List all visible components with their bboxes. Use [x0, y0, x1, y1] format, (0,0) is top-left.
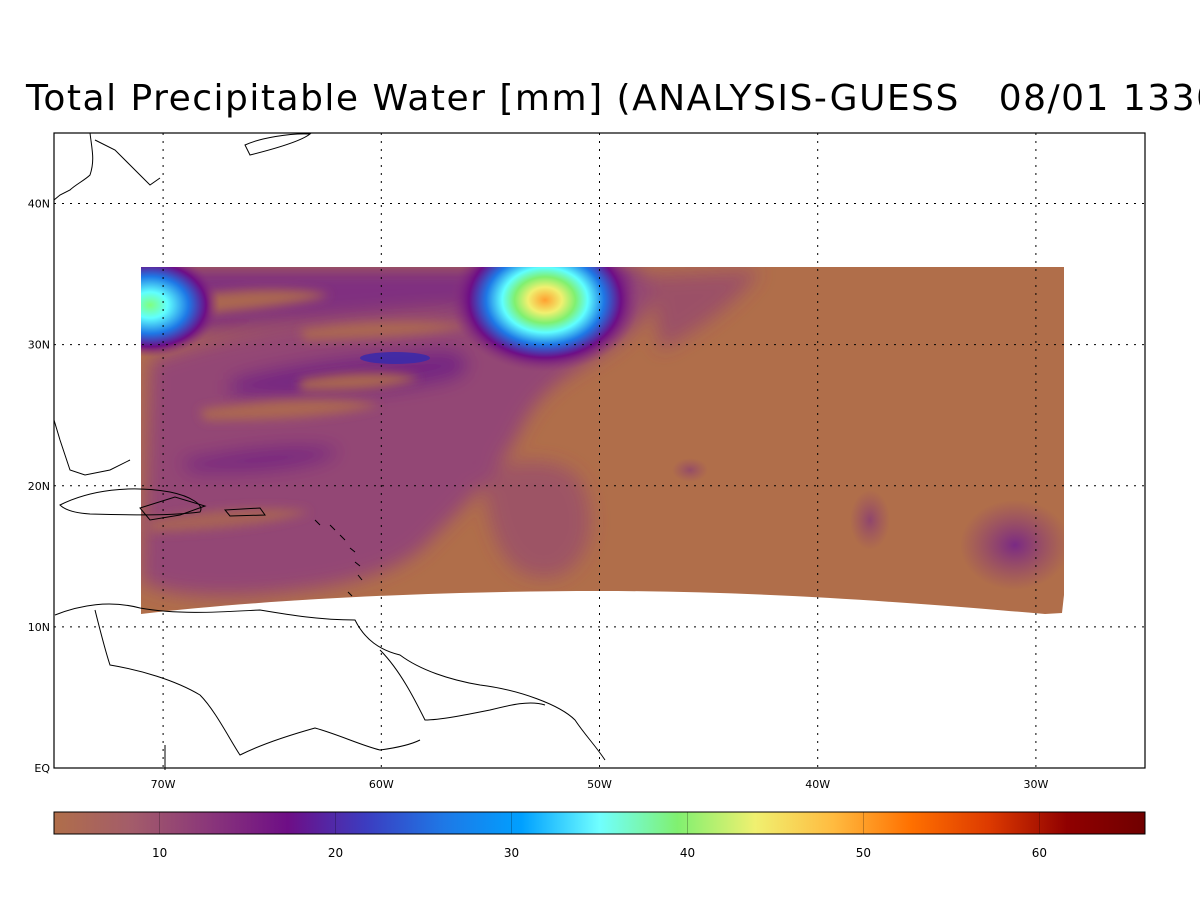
feature-moist-plume-northwest	[141, 267, 220, 357]
colorbar-ticks: 10 20 30 40 50 60	[152, 812, 1047, 860]
lon-tick-label: 30W	[1023, 778, 1048, 791]
lon-tick-label: 70W	[151, 778, 176, 791]
lon-tick-label: 60W	[369, 778, 394, 791]
precipitable-water-field	[141, 267, 1064, 614]
feature-moist-plume-north	[450, 267, 640, 372]
coast-south-america-north	[54, 603, 606, 761]
lat-tick-label: 30N	[28, 339, 50, 352]
coast-puerto-rico	[223, 507, 266, 517]
colorbar-tick-label: 40	[680, 846, 695, 860]
colorbar-tick-label: 20	[328, 846, 343, 860]
coast-north-america	[53, 132, 94, 201]
lat-tick-label: 20N	[28, 480, 50, 493]
coast-hispaniola	[139, 496, 207, 521]
border-venezuela-colombia	[94, 609, 421, 756]
map-frame	[53, 132, 1146, 769]
feature-central-band	[360, 352, 430, 364]
coastlines	[53, 132, 606, 770]
coast-new-england	[94, 139, 161, 186]
coast-nova-scotia	[244, 133, 312, 156]
lon-tick-label: 40W	[805, 778, 830, 791]
lat-tick-label: 40N	[28, 198, 50, 211]
latitude-labels: EQ 10N 20N 30N 40N	[28, 198, 51, 775]
coast-cuba	[59, 488, 202, 516]
feature-moist-patch-east	[960, 500, 1064, 590]
feature-patch-small	[850, 490, 890, 550]
colorbar-tick-label: 30	[504, 846, 519, 860]
colorbar: 10 20 30 40 50 60	[53, 811, 1146, 860]
lon-tick-label: 50W	[587, 778, 612, 791]
coast-lesser-antilles	[314, 519, 363, 597]
longitude-labels: 70W 60W 50W 40W 30W	[151, 778, 1049, 791]
border-guyana	[379, 649, 546, 721]
lat-tick-label: 10N	[28, 621, 50, 634]
coast-bahamas-region	[53, 419, 131, 476]
colorbar-tick-label: 10	[152, 846, 167, 860]
feature-patch-tiny	[672, 458, 708, 482]
colorbar-tick-label: 60	[1032, 846, 1047, 860]
colorbar-gradient	[53, 811, 1146, 835]
map-title: Total Precipitable Water [mm] (ANALYSIS-…	[26, 78, 1200, 119]
colorbar-tick-label: 50	[856, 846, 871, 860]
lat-tick-label: EQ	[34, 762, 50, 775]
gridlines	[54, 133, 1145, 768]
